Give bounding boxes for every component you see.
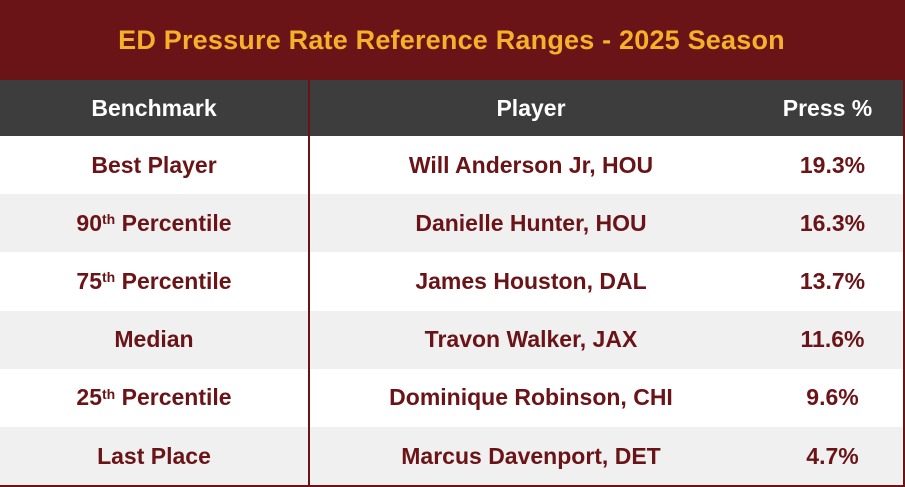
table-row: Last Place Marcus Davenport, DET 4.7% <box>0 426 903 486</box>
benchmark-suffix: Percentile <box>115 267 232 294</box>
benchmark-label: Median <box>114 326 194 353</box>
benchmark-number: 90 <box>76 209 103 236</box>
header-benchmark: Benchmark <box>0 80 310 136</box>
benchmark-cell: Best Player <box>0 136 310 195</box>
player-cell: Travon Walker, JAX <box>424 326 638 353</box>
player-cell: Danielle Hunter, HOU <box>415 209 647 236</box>
press-cell: 13.7% <box>799 267 866 294</box>
press-cell: 16.3% <box>799 209 866 236</box>
table-row: Median Travon Walker, JAX 11.6% <box>0 310 903 369</box>
player-cell: Will Anderson Jr, HOU <box>408 151 654 178</box>
benchmark-number: 25 <box>76 384 103 411</box>
press-cell: 19.3% <box>799 151 866 178</box>
press-cell: 9.6% <box>806 384 859 411</box>
player-cell: Dominique Robinson, CHI <box>389 384 673 411</box>
benchmark-suffix: Percentile <box>115 209 232 236</box>
benchmark-cell: Last Place <box>0 426 310 486</box>
benchmark-number: 75 <box>76 267 103 294</box>
header-row: Benchmark Player Press % <box>0 80 903 136</box>
title-bar: ED Pressure Rate Reference Ranges - 2025… <box>0 0 903 80</box>
header-player: Player <box>496 94 566 121</box>
press-cell: 4.7% <box>806 442 859 469</box>
player-cell: Marcus Davenport, DET <box>401 442 661 469</box>
player-cell: James Houston, DAL <box>415 267 647 294</box>
benchmark-cell: Median <box>0 310 310 369</box>
press-cell: 11.6% <box>800 326 865 353</box>
header-press: Press % <box>782 94 873 121</box>
table-title: ED Pressure Rate Reference Ranges - 2025… <box>118 24 785 55</box>
benchmark-label: Last Place <box>97 442 211 469</box>
benchmark-label: Best Player <box>91 151 217 178</box>
benchmark-suffix: Percentile <box>115 384 232 411</box>
table-row: Best Player Will Anderson Jr, HOU 19.3% <box>0 136 903 195</box>
